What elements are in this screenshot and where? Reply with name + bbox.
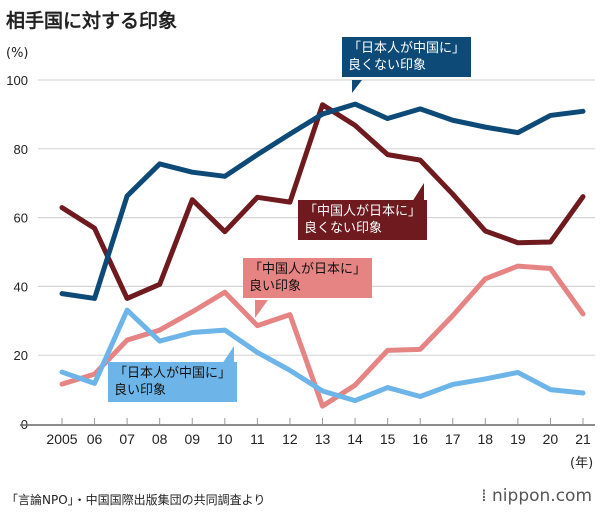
callout-line2: 良い印象 (249, 279, 302, 294)
callout-line2: 良くない印象 (348, 58, 427, 73)
x-tick-label: 21 (575, 431, 591, 447)
y-tick-label: 40 (14, 279, 28, 294)
x-tick-label: 19 (510, 431, 526, 447)
callout-pointer (412, 183, 424, 202)
source-note: 「言論NPO」・中国国際出版集団の共同調査より (6, 493, 266, 507)
x-tick-label: 14 (347, 431, 363, 447)
callout-pointer (352, 80, 362, 93)
x-axis-unit: (年) (570, 456, 594, 471)
chart-title: 相手国に対する印象 (6, 10, 178, 32)
logo-text: nippon.com (492, 486, 592, 506)
callout-line1: 「中国人が日本に」 (249, 262, 367, 277)
callout-china-unfavorable: 「中国人が日本に」 良くない印象 (298, 200, 428, 240)
x-tick-label: 11 (250, 431, 265, 447)
callout-pointer (255, 300, 268, 318)
x-tick-label: 06 (87, 431, 103, 447)
x-tick-label: 13 (315, 431, 331, 447)
x-tick-label: 20 (543, 431, 559, 447)
x-tick-label: 15 (380, 431, 396, 447)
x-tick-label: 12 (282, 431, 298, 447)
callout-china-favorable: 「中国人が日本に」 良い印象 (243, 258, 373, 298)
callout-pointer (222, 346, 234, 364)
x-tick-label: 10 (217, 431, 233, 447)
y-tick-label: 20 (14, 348, 28, 363)
callout-line2: 良い印象 (114, 383, 167, 398)
x-tick-label: 08 (152, 431, 168, 447)
callout-line1: 「中国人が日本に」 (304, 204, 422, 219)
x-tick-label: 2005 (46, 431, 77, 447)
callout-japan-favorable: 「日本人が中国に」 良い印象 (108, 362, 238, 402)
y-tick-label: 60 (14, 211, 28, 226)
nippon-logo: ⁞ nippon.com (481, 486, 592, 506)
x-tick-label: 16 (412, 431, 428, 447)
callout-japan-unfavorable: 「日本人が中国に」 良くない印象 (342, 37, 472, 77)
y-tick-label: 80 (14, 142, 28, 157)
x-tick-label: 09 (184, 431, 200, 447)
callout-line1: 「日本人が中国に」 (348, 41, 466, 56)
x-tick-label: 07 (119, 431, 135, 447)
y-tick-label: 100 (6, 73, 28, 88)
callout-line1: 「日本人が中国に」 (114, 366, 232, 381)
x-tick-label: 17 (445, 431, 461, 447)
y-axis-unit: (%) (6, 46, 29, 61)
x-tick-label: 18 (478, 431, 494, 447)
callout-line2: 良くない印象 (304, 221, 383, 236)
